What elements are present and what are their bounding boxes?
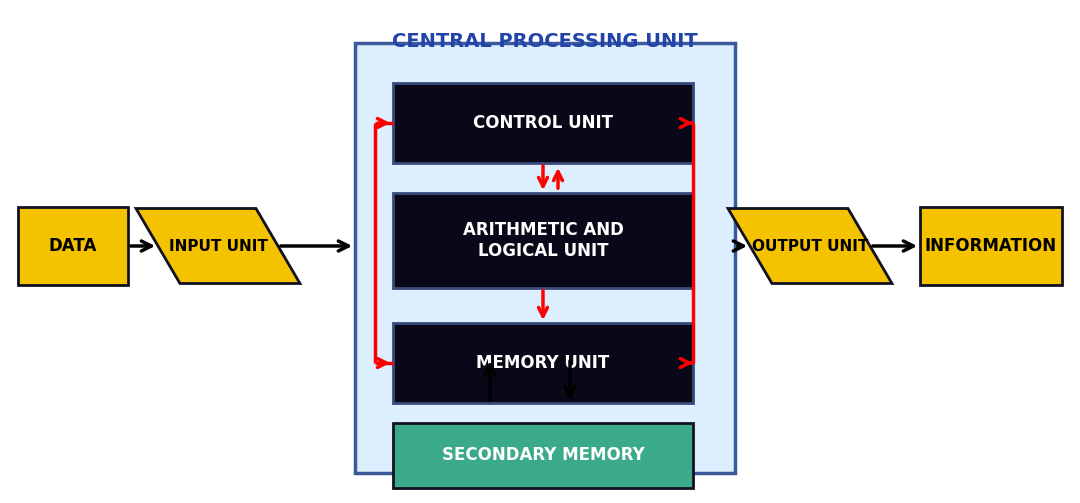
FancyBboxPatch shape bbox=[393, 423, 693, 488]
FancyBboxPatch shape bbox=[393, 83, 693, 163]
FancyBboxPatch shape bbox=[355, 43, 735, 473]
Text: OUTPUT UNIT: OUTPUT UNIT bbox=[752, 238, 868, 254]
Polygon shape bbox=[136, 209, 300, 284]
Text: SECONDARY MEMORY: SECONDARY MEMORY bbox=[442, 447, 645, 464]
Text: CONTROL UNIT: CONTROL UNIT bbox=[473, 114, 613, 132]
Polygon shape bbox=[728, 209, 892, 284]
Text: DATA: DATA bbox=[49, 237, 97, 255]
FancyBboxPatch shape bbox=[393, 323, 693, 403]
FancyBboxPatch shape bbox=[18, 207, 129, 285]
FancyBboxPatch shape bbox=[920, 207, 1062, 285]
Text: INPUT UNIT: INPUT UNIT bbox=[168, 238, 268, 254]
Text: ARITHMETIC AND
LOGICAL UNIT: ARITHMETIC AND LOGICAL UNIT bbox=[462, 221, 623, 260]
Text: MEMORY UNIT: MEMORY UNIT bbox=[476, 354, 609, 372]
Text: INFORMATION: INFORMATION bbox=[924, 237, 1057, 255]
Text: CENTRAL PROCESSING UNIT: CENTRAL PROCESSING UNIT bbox=[392, 32, 698, 50]
FancyBboxPatch shape bbox=[393, 193, 693, 288]
